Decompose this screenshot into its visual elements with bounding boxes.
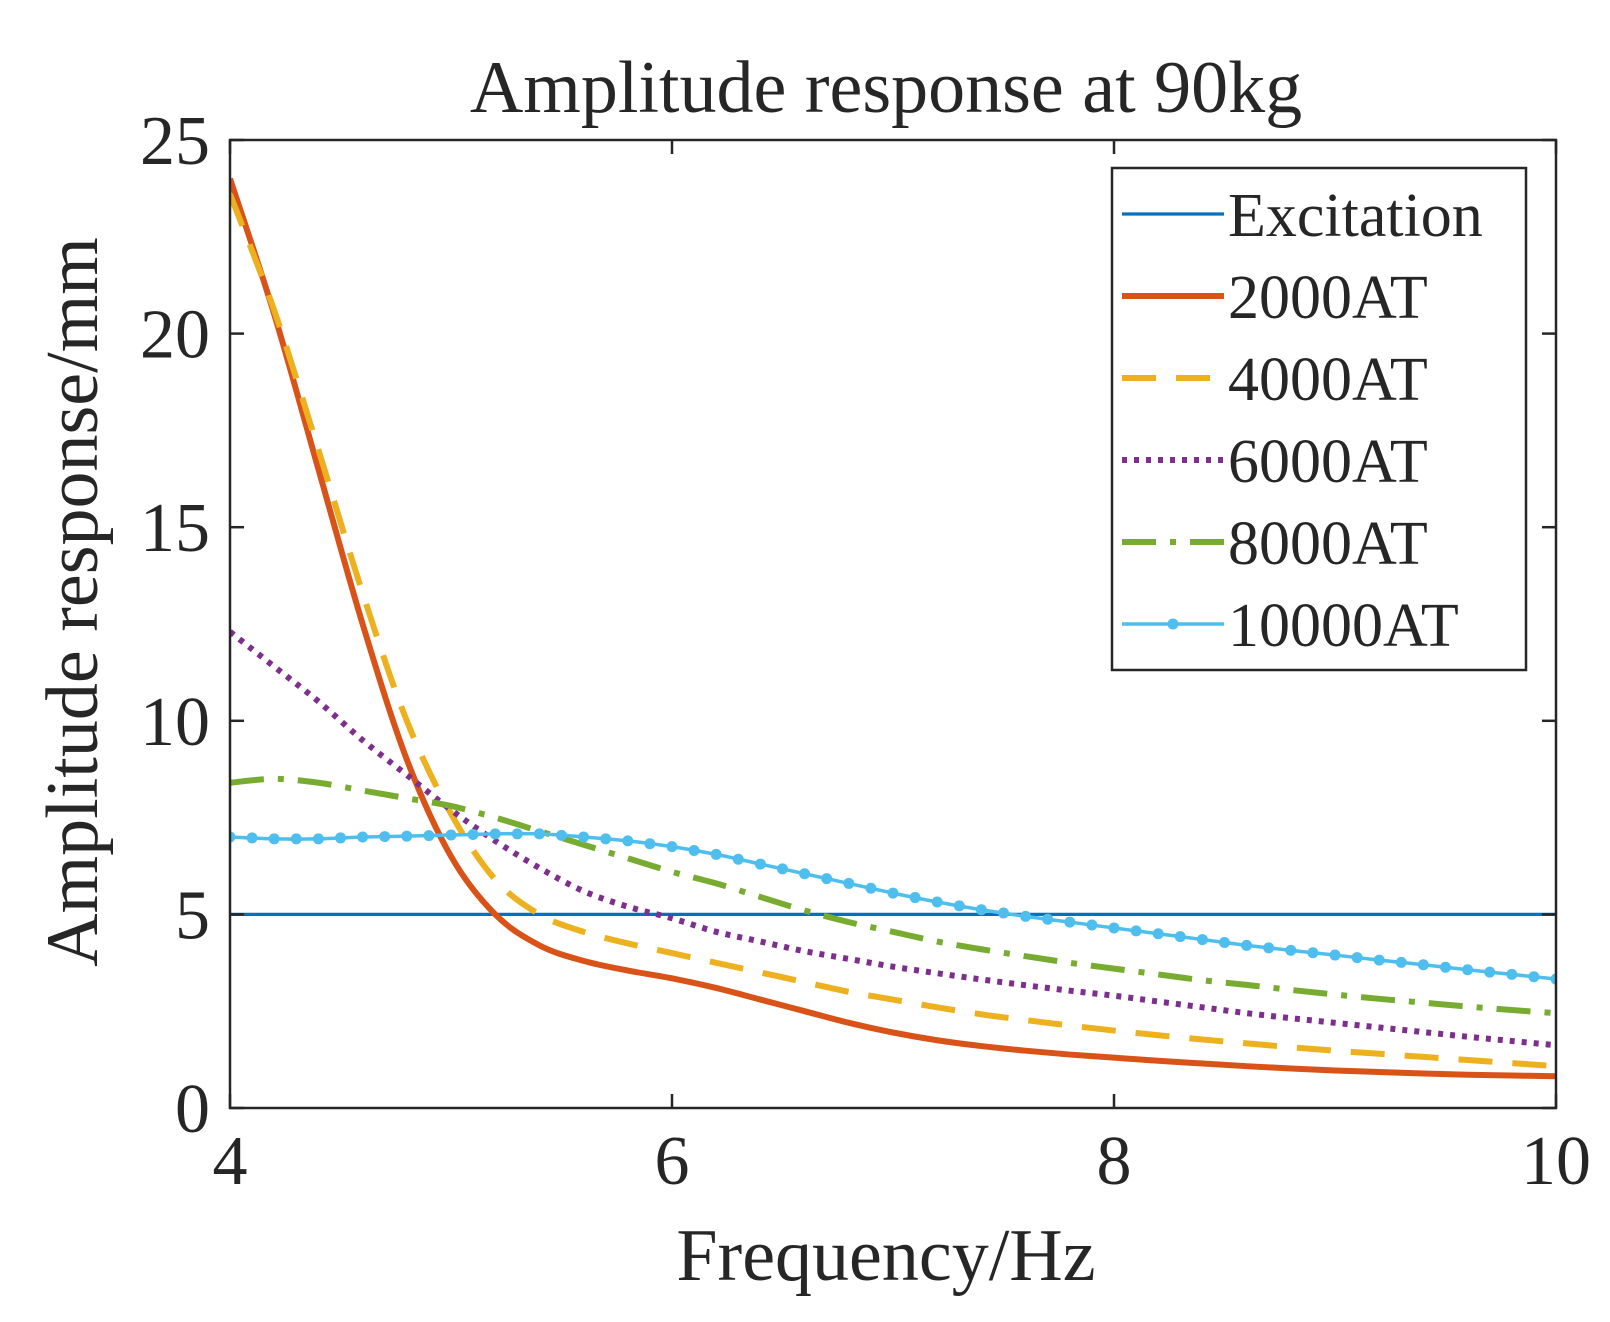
series-point-10000at (1462, 964, 1474, 976)
x-axis-label: Frequency/Hz (676, 1215, 1095, 1297)
series-point-10000at (998, 907, 1009, 919)
series-point-10000at (1307, 947, 1319, 959)
series-point-10000at (1174, 931, 1186, 943)
y-tick-label: 5 (175, 877, 210, 954)
series-point-10000at (1528, 971, 1540, 983)
y-tick-label: 10 (140, 684, 210, 761)
series-point-10000at (887, 887, 899, 899)
series-point-10000at (1329, 949, 1341, 961)
axes-layer (228, 138, 1558, 1110)
series-line-6000at (230, 629, 1556, 1049)
legend-box (1110, 166, 1528, 672)
series-line-4000at (230, 193, 1556, 1070)
series-point-10000at (312, 833, 324, 845)
series-point-10000at (732, 853, 744, 865)
series-point-10000at (556, 829, 567, 841)
series-point-10000at (357, 831, 369, 843)
series-point-10000at (666, 841, 678, 853)
series-point-10000at (467, 828, 479, 840)
series-layer (230, 177, 1556, 1080)
series-point-10000at (1484, 966, 1496, 978)
legend-label: Excitation (1228, 182, 1483, 250)
series-point-10000at (909, 892, 921, 904)
x-tick-label: 8 (1097, 1123, 1132, 1200)
y-tick-label: 15 (140, 490, 210, 567)
series-point-10000at (777, 863, 788, 875)
series-markers-10000at (230, 828, 1556, 985)
series-point-10000at (821, 873, 833, 885)
x-tick-label: 4 (213, 1123, 248, 1200)
series-point-10000at (445, 829, 457, 841)
series-point-10000at (600, 833, 612, 845)
series-point-10000at (1196, 934, 1208, 946)
series-point-10000at (379, 831, 391, 843)
series-point-10000at (1130, 925, 1142, 937)
series-point-10000at (843, 877, 855, 889)
y-tick-label: 0 (175, 1071, 210, 1148)
legend-item-2000at: 2000AT (1122, 264, 1428, 332)
series-point-10000at (401, 830, 413, 842)
series-point-10000at (1395, 956, 1407, 968)
series-point-10000at (533, 828, 545, 840)
series-point-10000at (622, 835, 634, 847)
series-point-10000at (799, 868, 811, 880)
series-point-10000at (489, 828, 501, 840)
series-point-10000at (335, 832, 346, 844)
legend-item-10000at: 10000AT (1122, 592, 1459, 660)
series-point-10000at (1086, 919, 1098, 931)
y-axis-label: Amplitude response/mm (32, 237, 114, 967)
series-point-10000at (1550, 973, 1556, 985)
legend-label: 2000AT (1228, 264, 1428, 332)
series-point-10000at (1020, 910, 1032, 922)
series-point-10000at (953, 900, 965, 912)
series-point-10000at (931, 896, 943, 908)
series-point-10000at (754, 858, 766, 870)
legend-label: 10000AT (1228, 592, 1459, 660)
series-point-10000at (865, 882, 877, 894)
series-point-10000at (1506, 968, 1518, 980)
series-point-10000at (1241, 939, 1253, 951)
series-point-10000at (423, 830, 435, 842)
series-point-10000at (1351, 952, 1363, 964)
series-point-10000at (688, 845, 700, 857)
legend: Excitation 2000AT 4000AT 6000AT 8000AT 10000A… (1110, 166, 1528, 672)
x-tick-label: 6 (655, 1123, 690, 1200)
legend-item-excitation: Excitation (1122, 182, 1483, 250)
series-point-10000at (644, 838, 656, 850)
legend-item-8000at: 8000AT (1122, 510, 1428, 578)
series-point-10000at (246, 832, 258, 844)
x-tick-label: 10 (1521, 1123, 1591, 1200)
series-point-10000at (1064, 916, 1076, 928)
series-point-10000at (511, 828, 523, 840)
series-point-10000at (975, 904, 987, 916)
tick-labels: 4 6 8 10 0 5 10 15 20 25 (140, 103, 1591, 1200)
series-point-10000at (290, 833, 302, 845)
series-point-10000at (1285, 944, 1297, 956)
series-point-10000at (1152, 928, 1164, 940)
series-point-10000at (1042, 913, 1054, 925)
series-point-10000at (578, 831, 590, 843)
series-point-10000at (268, 833, 280, 845)
series-point-10000at (1440, 961, 1451, 973)
y-tick-label: 20 (140, 297, 210, 374)
series-point-10000at (230, 831, 236, 843)
series-point-10000at (1219, 936, 1230, 948)
legend-marker (1167, 618, 1179, 630)
series-point-10000at (1108, 922, 1120, 934)
legend-label: 8000AT (1228, 510, 1428, 578)
series-point-10000at (1263, 942, 1275, 954)
legend-label: 6000AT (1228, 428, 1428, 496)
series-point-10000at (710, 848, 722, 860)
series-line-8000at (230, 775, 1556, 1017)
legend-label: 4000AT (1228, 346, 1428, 414)
legend-item-6000at: 6000AT (1122, 428, 1428, 496)
legend-item-4000at: 4000AT (1122, 346, 1428, 414)
chart-title: Amplitude response at 90kg (470, 47, 1302, 129)
series-point-10000at (1373, 954, 1385, 966)
series-line-2000at (230, 177, 1556, 1080)
y-tick-label: 25 (140, 103, 210, 180)
series-point-10000at (1417, 959, 1429, 971)
axes-box (228, 138, 1558, 1110)
